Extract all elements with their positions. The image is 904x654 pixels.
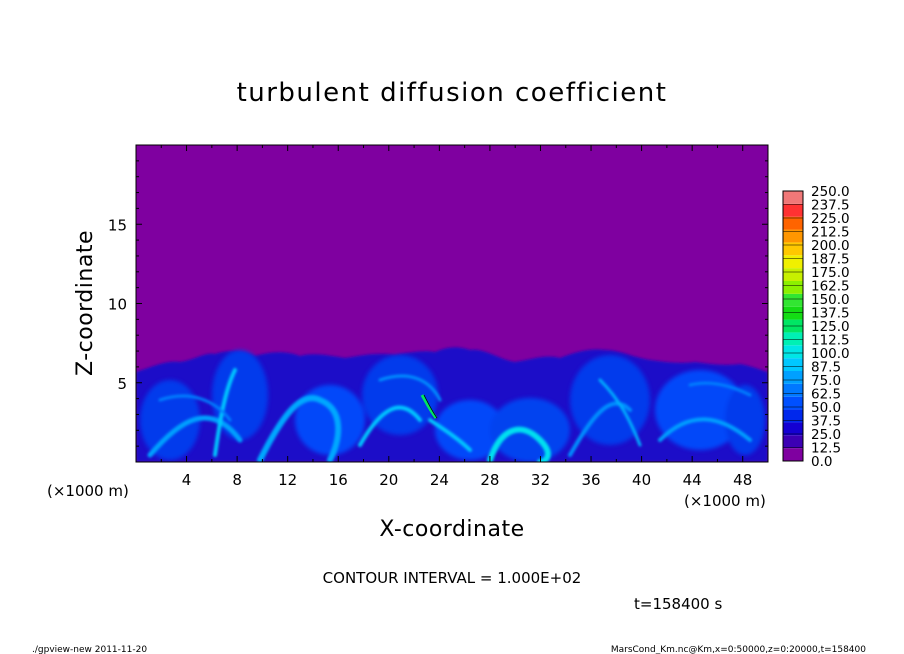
x-tick-label: 12 — [278, 471, 297, 489]
colorbar-swatch — [783, 396, 803, 410]
colorbar-label: 212.5 — [811, 225, 850, 241]
colorbar-swatch — [783, 242, 803, 256]
time-label: t=158400 s — [634, 595, 722, 613]
footer-right: MarsCond_Km.nc@Km,x=0:50000,z=0:20000,t=… — [611, 645, 866, 654]
x-tick-label: 16 — [329, 471, 348, 489]
x-tick-label: 20 — [379, 471, 398, 489]
colorbar-label: 200.0 — [811, 238, 850, 254]
colorbar-label: 37.5 — [811, 414, 841, 430]
colorbar-label: 150.0 — [811, 292, 850, 308]
x-axis-label: X-coordinate — [379, 517, 524, 542]
colorbar-swatch — [783, 255, 803, 269]
x-tick-label: 32 — [531, 471, 550, 489]
colorbar-swatch — [783, 229, 803, 243]
colorbar-label: 50.0 — [811, 400, 841, 416]
x-tick-label: 40 — [632, 471, 651, 489]
y-axis-label: Z-coordinate — [73, 230, 98, 376]
colorbar-swatch — [783, 358, 803, 371]
colorbar-label: 250.0 — [811, 184, 850, 200]
colorbar-label: 162.5 — [811, 279, 850, 295]
colorbar-label: 225.0 — [811, 211, 850, 227]
x-tick-label: 36 — [581, 471, 600, 489]
x-tick-label: 48 — [733, 471, 752, 489]
colorbar-label: 25.0 — [811, 427, 841, 443]
colorbar-label: 187.5 — [811, 252, 850, 268]
x-tick-label: 8 — [232, 471, 242, 489]
colorbar-swatch — [783, 293, 803, 307]
colorbar-label: 137.5 — [811, 306, 850, 322]
colorbar-label: 125.0 — [811, 319, 850, 335]
colorbar-label: 12.5 — [811, 441, 841, 457]
x-tick-label: 28 — [480, 471, 499, 489]
colorbar-swatch — [783, 345, 803, 359]
colorbar-label: 87.5 — [811, 360, 841, 376]
footer-left: ./gpview-new 2011-11-20 — [32, 645, 147, 654]
x-axis-units-right: (×1000 m) — [684, 492, 766, 510]
colorbar-label: 100.0 — [811, 346, 850, 362]
y-tick-label: 15 — [108, 216, 127, 234]
colorbar-swatch — [783, 281, 803, 294]
x-tick-label: 4 — [182, 471, 192, 489]
x-tick-label: 24 — [430, 471, 449, 489]
colorbar-swatch — [783, 448, 803, 461]
y-tick-label: 10 — [108, 296, 127, 314]
colorbar: 0.012.525.037.550.062.575.087.5100.0112.… — [782, 184, 850, 470]
colorbar-swatch — [783, 332, 803, 346]
heatmap-field — [136, 145, 768, 462]
x-axis: 4 8 12 16 20 24 28 32 36 40 44 48 — [160, 145, 752, 489]
colorbar-label: 62.5 — [811, 387, 841, 403]
colorbar-swatch — [783, 191, 803, 204]
colorbar-swatch — [783, 383, 803, 397]
high-value-streak — [420, 394, 438, 419]
colorbar-swatch — [783, 268, 803, 281]
y-axis: 5 10 15 — [108, 160, 768, 447]
colorbar-swatch — [783, 216, 803, 230]
y-tick-label: 5 — [117, 375, 127, 393]
colorbar-label: 175.0 — [811, 265, 850, 281]
colorbar-label: 112.5 — [811, 333, 850, 349]
colorbar-swatch — [783, 409, 803, 423]
colorbar-label: 0.0 — [811, 454, 832, 470]
x-axis-units-left: (×1000 m) — [47, 482, 129, 500]
colorbar-label: 75.0 — [811, 373, 841, 389]
colorbar-swatch — [783, 203, 803, 217]
contour-interval-text: CONTOUR INTERVAL = 1.000E+02 — [323, 569, 582, 587]
colorbar-swatch — [783, 371, 803, 384]
colorbar-swatch — [783, 306, 803, 320]
colorbar-label: 237.5 — [811, 198, 850, 214]
colorbar-swatch — [783, 422, 803, 436]
chart-title: turbulent diffusion coefficient — [237, 78, 668, 108]
colorbar-swatch — [783, 435, 803, 449]
x-tick-label: 44 — [683, 471, 702, 489]
